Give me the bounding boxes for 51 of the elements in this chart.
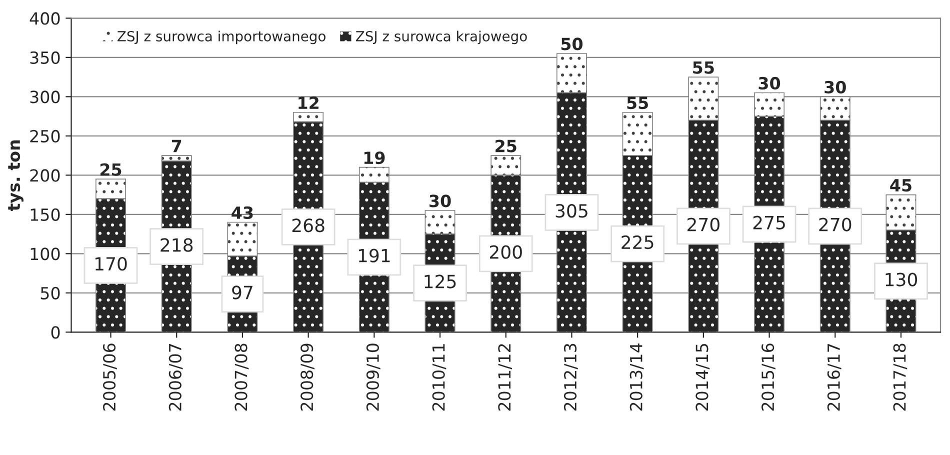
x-tick-label: 2014/15 <box>696 344 710 411</box>
data-label: 125 <box>424 274 456 288</box>
y-tick-label: 0 <box>51 326 60 339</box>
data-label: 50 <box>561 38 583 50</box>
y-tick-label: 200 <box>30 169 60 182</box>
data-label: 45 <box>890 179 912 192</box>
x-tick-label: 2006/07 <box>168 344 183 411</box>
data-label: 30 <box>430 194 451 208</box>
x-tick-label: 2015/16 <box>762 344 776 411</box>
x-tick-label: 2009/10 <box>366 344 380 411</box>
data-label: 268 <box>292 218 324 232</box>
data-label: 43 <box>232 206 253 220</box>
data-label: 275 <box>753 216 785 230</box>
data-label: 170 <box>96 257 127 271</box>
y-tick-label: 100 <box>30 248 60 260</box>
data-label: 12 <box>298 96 318 109</box>
data-label: 218 <box>160 238 193 252</box>
y-axis-title: tys. ton <box>8 140 24 212</box>
data-label: 305 <box>556 204 588 218</box>
y-tick-label: 400 <box>30 12 60 25</box>
data-label: 55 <box>693 61 714 74</box>
data-label: 25 <box>496 140 516 152</box>
x-tick-label: 2010/11 <box>432 344 446 411</box>
data-label: 191 <box>358 248 390 262</box>
x-tick-label: 2008/09 <box>300 344 314 411</box>
data-label: 30 <box>824 80 846 94</box>
x-tick-label: 2012/13 <box>564 344 578 411</box>
data-label: 19 <box>364 152 385 164</box>
data-label: 7 <box>172 140 182 152</box>
x-tick-label: 2016/17 <box>827 344 842 411</box>
y-tick-label: 250 <box>30 130 60 142</box>
y-tick-label: 150 <box>30 208 60 221</box>
x-tick-label: 2011/12 <box>498 344 512 411</box>
data-label: 270 <box>819 218 852 232</box>
data-label: 130 <box>886 272 918 286</box>
data-label: 55 <box>627 96 648 110</box>
data-label: 25 <box>100 163 122 176</box>
y-tick-label: 50 <box>40 286 60 300</box>
legend-label: ZSJ z surowca krajowego <box>356 30 527 44</box>
data-label: 30 <box>758 76 780 90</box>
legend-label: ZSJ z surowca importowanego <box>118 30 326 44</box>
data-label: 200 <box>490 245 522 259</box>
data-label: 97 <box>232 286 252 300</box>
x-tick-label: 2007/08 <box>234 344 249 411</box>
x-tick-label: 2005/06 <box>102 344 117 411</box>
x-tick-label: 2013/14 <box>630 344 644 411</box>
data-label: 225 <box>622 235 654 250</box>
y-tick-label: 350 <box>30 51 60 64</box>
x-tick-label: 2017/18 <box>893 344 908 411</box>
y-tick-label: 300 <box>30 90 60 104</box>
data-label: 270 <box>688 218 720 232</box>
